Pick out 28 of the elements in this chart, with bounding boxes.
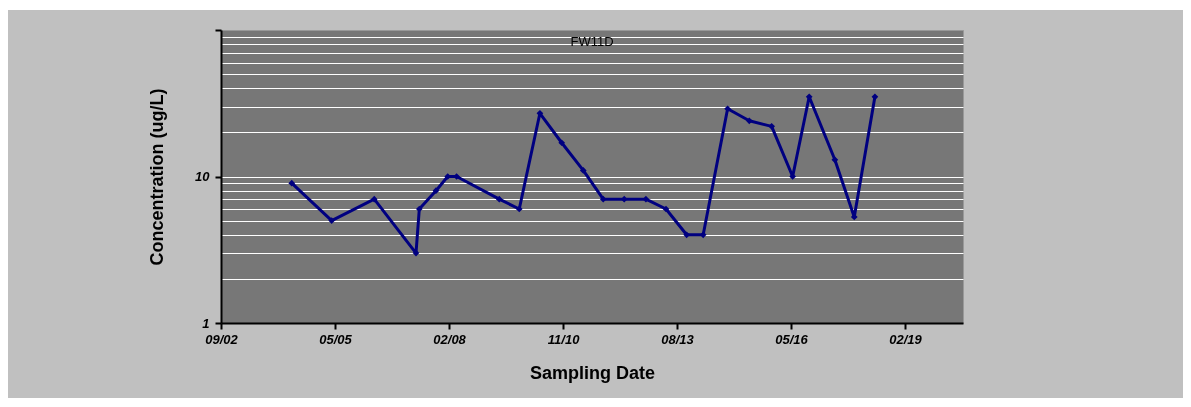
- y-axis-title: Concentration (ug/L): [147, 88, 168, 266]
- point: [515, 205, 523, 213]
- point: [558, 139, 566, 147]
- point: [495, 195, 503, 203]
- x-tick-label: 05/16: [775, 331, 809, 347]
- point: [288, 179, 296, 187]
- x-tick-label: 05/05: [319, 331, 353, 347]
- point: [662, 205, 670, 213]
- point: [415, 205, 423, 213]
- point: [724, 105, 731, 113]
- point: [599, 195, 607, 203]
- point: [768, 122, 776, 130]
- x-tick-label: 08/13: [661, 331, 695, 347]
- x-tick-label: 02/19: [889, 331, 923, 347]
- point: [328, 217, 336, 224]
- x-tick-label: 11/10: [547, 331, 581, 347]
- y-tick-label: 1: [202, 315, 210, 331]
- point: [745, 117, 753, 125]
- y-tick-label: 10: [195, 169, 211, 184]
- x-axis-title: Sampling Date: [529, 362, 656, 383]
- point: [579, 167, 587, 174]
- point: [831, 156, 839, 164]
- point: [432, 187, 440, 195]
- x-tick-label: 09/02: [205, 331, 239, 347]
- point: [642, 195, 650, 203]
- point: [370, 195, 378, 203]
- point: [683, 231, 690, 239]
- x-tick-label: 02/08: [433, 331, 467, 347]
